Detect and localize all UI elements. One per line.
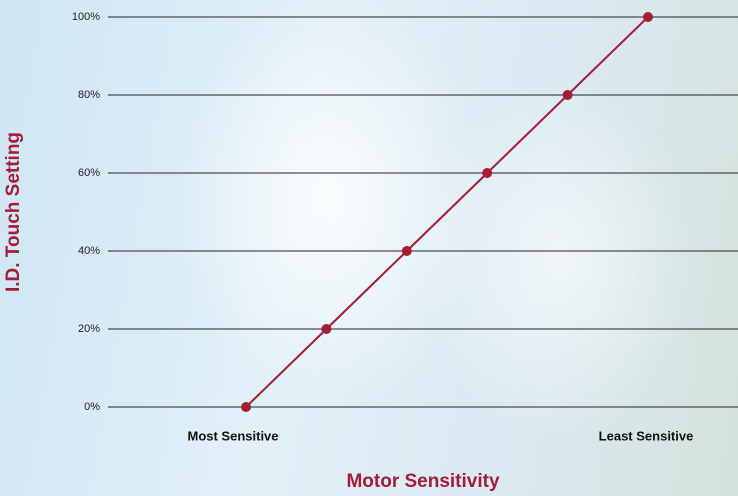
y-axis-title: I.D. Touch Setting xyxy=(3,132,24,292)
x-axis-title: Motor Sensitivity xyxy=(346,471,500,492)
y-tick-label: 60% xyxy=(78,167,100,179)
data-point xyxy=(563,90,573,100)
data-point xyxy=(482,168,492,178)
data-point xyxy=(402,246,412,256)
data-point xyxy=(241,402,251,412)
data-line xyxy=(246,17,648,407)
y-tick-label: 0% xyxy=(84,401,100,413)
x-tick-label: Most Sensitive xyxy=(187,428,278,443)
data-point xyxy=(321,324,331,334)
y-tick-label: 20% xyxy=(78,323,100,335)
y-tick-label: 80% xyxy=(78,89,100,101)
chart: I.D. Touch Setting Motor Sensitivity 0% 2… xyxy=(0,0,738,496)
y-tick-label: 100% xyxy=(72,11,100,23)
y-tick-label: 40% xyxy=(78,245,100,257)
page: I.D. Touch Setting Motor Sensitivity 0% 2… xyxy=(0,0,738,496)
data-point xyxy=(643,12,653,22)
x-tick-label: Least Sensitive xyxy=(599,428,694,443)
